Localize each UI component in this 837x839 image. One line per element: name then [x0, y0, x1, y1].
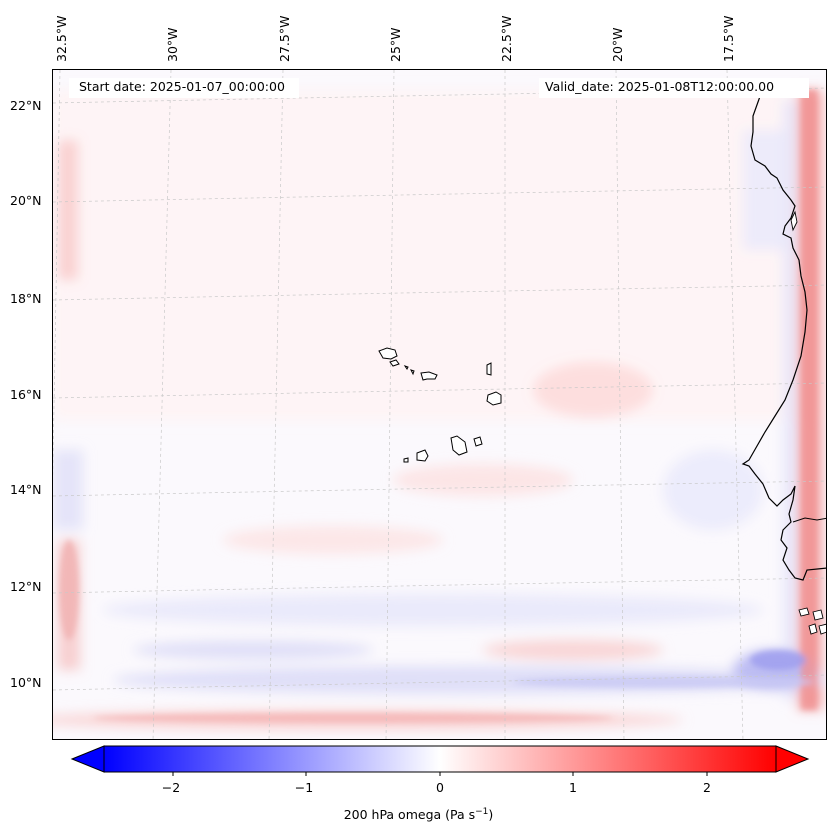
gridlines [53, 70, 826, 739]
valid-date-box [539, 78, 809, 98]
colorbar-low-extension [70, 745, 105, 773]
lat-label-16N: 16°N [10, 387, 42, 402]
lon-label-22.5W: 22.5°W [499, 15, 514, 62]
map-canvas [53, 70, 826, 739]
lon-label-27.5W: 27.5°W [277, 15, 292, 62]
colorbar-tick-m1: −1 [294, 780, 314, 795]
valid-date-text: Valid_date: 2025-01-08T12:00:00.00 [545, 79, 775, 94]
lat-label-12N: 12°N [10, 579, 42, 594]
lat-label-18N: 18°N [10, 291, 42, 306]
colorbar-tick-2: 2 [703, 780, 711, 795]
lon-label-32.5W: 32.5°W [54, 15, 69, 62]
omega-map: Start date: 2025-01-07_00:00:00 Valid_da… [52, 69, 827, 740]
lat-label-14N: 14°N [10, 482, 42, 497]
colorbar-gradient [103, 745, 777, 773]
lon-label-17.5W: 17.5°W [721, 15, 736, 62]
colorbar-high-extension [775, 745, 810, 773]
lon-label-20W: 20°W [610, 27, 625, 62]
omega-field-detail [59, 90, 817, 723]
lat-label-20N: 20°N [10, 193, 42, 208]
colorbar-label: 200 hPa omega (Pa s−1) [343, 807, 494, 823]
start-date-box [69, 78, 299, 98]
colorbar-tick-0: 0 [436, 780, 444, 795]
bijagos-islands [790, 210, 826, 635]
west-africa-coastline [741, 87, 826, 581]
lon-label-30W: 30°W [165, 27, 180, 62]
cape-verde-islands [378, 347, 502, 463]
colorbar-tick-marks [172, 772, 708, 776]
lat-label-22N: 22°N [10, 98, 42, 113]
lon-label-25W: 25°W [388, 27, 403, 62]
coast-detail-gambia [792, 517, 826, 523]
colorbar-tick-1: 1 [569, 780, 577, 795]
lat-label-10N: 10°N [10, 675, 42, 690]
colorbar-tick-m2: −2 [161, 780, 181, 795]
start-date-text: Start date: 2025-01-07_00:00:00 [79, 79, 285, 94]
